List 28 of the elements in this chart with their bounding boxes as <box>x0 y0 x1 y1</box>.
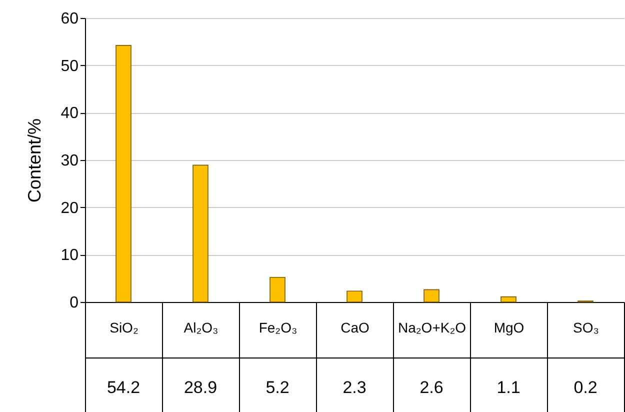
y-tick-label: 60 <box>60 10 79 28</box>
bar <box>424 289 440 302</box>
data-label: 5.2 <box>266 378 290 397</box>
x-tick-label: CaO <box>340 320 370 336</box>
y-tick-label: 50 <box>60 58 79 75</box>
y-tick-label: 0 <box>70 294 79 312</box>
y-tick-label: 20 <box>60 200 79 217</box>
y-tick-label: 30 <box>60 152 79 170</box>
bar <box>270 276 286 302</box>
x-tick-label: SO₃ <box>573 320 599 336</box>
y-axis-title: Content/% <box>24 118 45 203</box>
bar <box>192 164 208 302</box>
y-tick-label: 10 <box>60 247 79 264</box>
data-label: 2.3 <box>342 378 366 397</box>
x-tick-label: Fe₂O₃ <box>258 320 298 336</box>
data-label: 2.6 <box>420 378 444 397</box>
data-label: 28.9 <box>184 378 218 397</box>
x-tick-label: Na₂O+K₂O <box>398 320 466 336</box>
x-tick-label: Al₂O₃ <box>184 320 218 336</box>
bar <box>346 290 362 302</box>
data-label: 0.2 <box>574 378 598 397</box>
bar <box>500 296 516 302</box>
x-tick-label: MgO <box>494 320 524 336</box>
bar <box>116 45 132 302</box>
x-tick-label: SiO₂ <box>110 320 138 336</box>
data-label: 1.1 <box>496 378 520 397</box>
data-label: 54.2 <box>106 378 140 397</box>
y-tick-label: 40 <box>60 105 79 122</box>
